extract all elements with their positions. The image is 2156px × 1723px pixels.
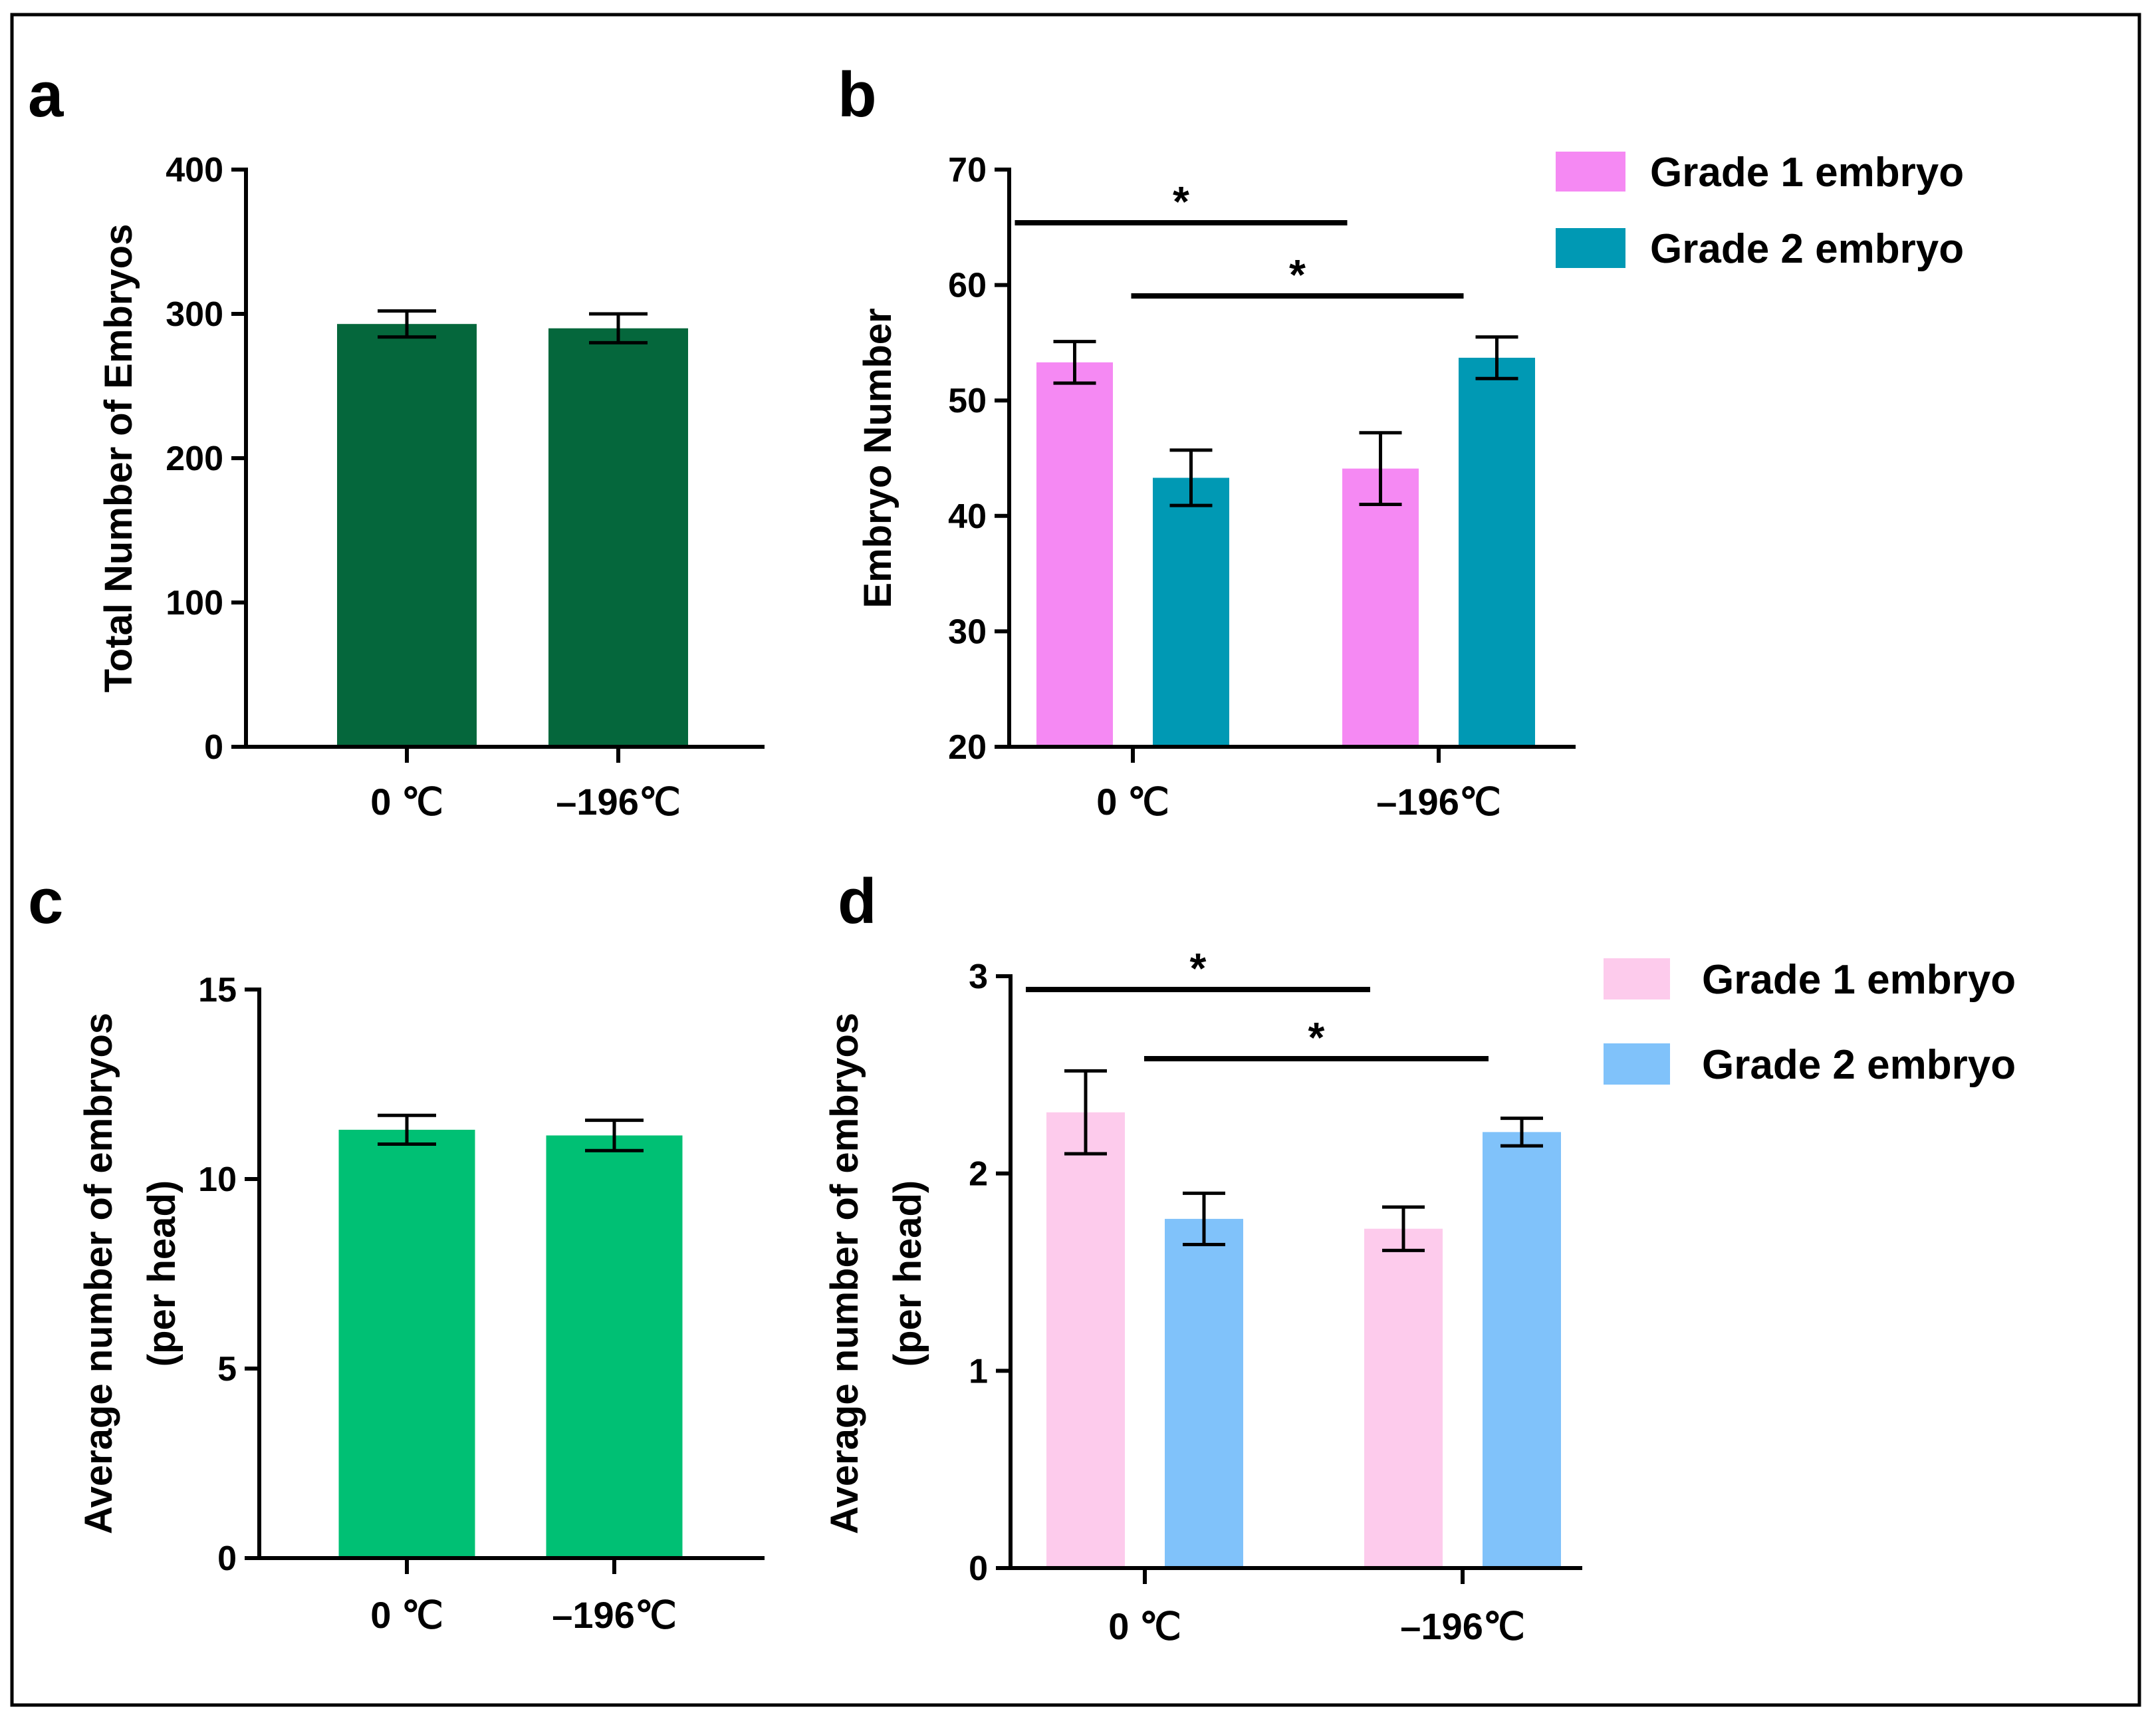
y-tick-label: 200 [166, 440, 223, 478]
y-axis-title-line: Average number of embryos [823, 1013, 866, 1534]
y-tick-label: 70 [948, 151, 987, 190]
error-bar [378, 1113, 436, 1146]
panel-letter: a [28, 59, 64, 130]
y-axis-title: Total Number of Embryos [97, 224, 140, 693]
bar-grade1-cat1 [1046, 1112, 1125, 1568]
y-tick-label: 2 [969, 1155, 988, 1194]
y-tick-label: 100 [166, 584, 223, 622]
y-tick-label: 0 [217, 1539, 237, 1578]
error-bar [1382, 1205, 1425, 1252]
error-bar [1475, 335, 1518, 380]
bar-grade1-cat1 [1036, 362, 1113, 747]
y-tick-label: 30 [948, 612, 987, 651]
legend-swatch [1604, 1043, 1670, 1085]
legend-label: Grade 1 embryo [1650, 150, 1964, 196]
y-axis-title-line: Total Number of Embryos [97, 224, 140, 693]
bar-grade2-cat2 [1459, 357, 1535, 747]
y-tick-label: 5 [217, 1350, 237, 1389]
panel-letter: b [838, 59, 877, 130]
error-bar [1500, 1117, 1543, 1148]
significance-star: * [1190, 944, 1207, 992]
y-axis-title-line: (per head) [886, 1180, 929, 1367]
x-tick-label: –196℃ [1376, 781, 1500, 823]
y-tick-label: 1 [969, 1352, 988, 1391]
x-tick-label: 0 ℃ [370, 781, 443, 823]
y-tick-label: 60 [948, 267, 987, 305]
bar-cat1 [338, 1129, 475, 1558]
bar-cat1 [337, 324, 477, 747]
error-bar [1064, 1069, 1107, 1156]
y-tick-label: 10 [198, 1160, 237, 1199]
error-bar [1053, 340, 1096, 385]
bar-grade1-cat2 [1342, 468, 1419, 747]
bar-grade2-cat1 [1165, 1218, 1243, 1568]
error-bar [1359, 431, 1402, 506]
panel-d: d 0 1 2 3 0 ℃ –196℃ Average number of embryos (p… [823, 866, 2016, 1647]
bar-cat2 [546, 1135, 683, 1558]
x-tick-label: 0 ℃ [1108, 1605, 1181, 1647]
x-tick-label: 0 ℃ [370, 1594, 443, 1636]
y-axis-title: Average number of embryos (per head) [77, 1013, 183, 1534]
legend-swatch [1556, 152, 1625, 192]
bar-cat2 [548, 328, 688, 747]
x-tick-label: –196℃ [1400, 1605, 1524, 1647]
panel-a: a 0 100 200 300 400 0 ℃ –196℃ Total Number of Em… [28, 59, 765, 823]
y-axis-title-line: Embryo Number [856, 308, 899, 608]
x-tick-label: 0 ℃ [1096, 781, 1169, 823]
significance-star: * [1289, 251, 1306, 299]
y-axis-title: Embryo Number [856, 308, 899, 608]
y-axis-title-line: Average number of embryos [77, 1013, 120, 1534]
panel-letter: d [838, 866, 877, 937]
y-axis-title: Average number of embryos (per head) [823, 1013, 929, 1534]
panel-c: c 0 5 10 15 0 ℃ –196℃ Average number of embryos… [28, 866, 765, 1636]
y-tick-label: 20 [948, 728, 987, 767]
y-tick-label: 0 [969, 1549, 988, 1588]
error-bar [378, 309, 436, 339]
y-tick-label: 3 [969, 958, 988, 996]
y-tick-label: 400 [166, 151, 223, 190]
legend-label: Grade 1 embryo [1702, 957, 2016, 1003]
legend-label: Grade 2 embryo [1650, 226, 1964, 272]
panel-letter: c [28, 866, 63, 937]
legend-swatch [1556, 228, 1625, 268]
bar-grade2-cat1 [1153, 477, 1229, 747]
legend-swatch [1604, 958, 1670, 999]
x-tick-label: –196℃ [556, 781, 680, 823]
error-bar [1183, 1191, 1225, 1246]
y-tick-label: 40 [948, 497, 987, 536]
bar-grade2-cat2 [1483, 1132, 1561, 1568]
y-tick-label: 300 [166, 295, 223, 334]
panel-b: b 20 30 40 50 60 70 0 ℃ –196℃ Embryo Number * * Grad… [838, 59, 1964, 823]
bar-grade1-cat2 [1364, 1228, 1443, 1568]
x-tick-label: –196℃ [552, 1594, 676, 1636]
significance-star: * [1308, 1013, 1325, 1061]
legend-label: Grade 2 embryo [1702, 1042, 2016, 1088]
significance-star: * [1173, 178, 1189, 225]
y-tick-label: 15 [198, 971, 237, 1009]
error-bar [1169, 448, 1213, 507]
y-tick-label: 50 [948, 382, 987, 420]
y-tick-label: 0 [204, 728, 223, 767]
y-axis-title-line: (per head) [140, 1180, 183, 1367]
error-bar [585, 1119, 644, 1152]
error-bar [589, 312, 648, 344]
